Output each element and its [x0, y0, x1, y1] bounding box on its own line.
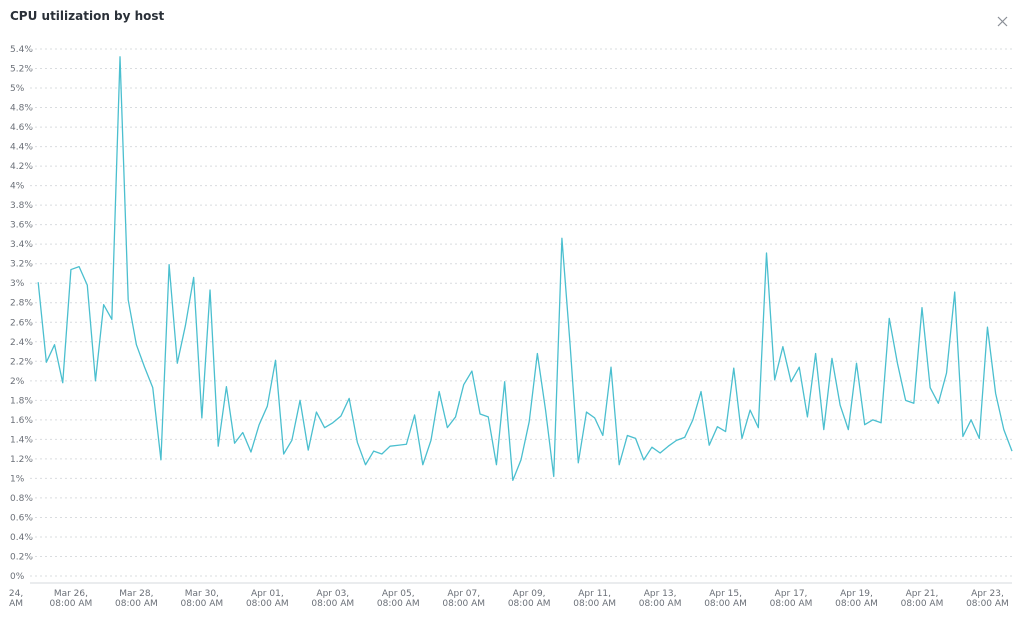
y-tick-label: 0.6% — [10, 513, 33, 523]
x-tick-label: Apr 13, 08:00 AM — [639, 589, 682, 609]
x-tick-label-line: Mar 26, — [54, 589, 88, 599]
x-tick-label: Mar 26, 08:00 AM — [50, 589, 93, 609]
x-tick-label-line: Apr 19, — [840, 589, 873, 599]
close-icon — [997, 16, 1008, 27]
x-tick-label-line: Apr 17, — [775, 589, 808, 599]
x-tick-label-line: 08:00 AM — [639, 599, 682, 609]
x-tick-label: Mar 28, 08:00 AM — [115, 589, 158, 609]
x-tick-label-line: Apr 01, — [251, 589, 284, 599]
x-tick-label-line: 08:00 AM — [704, 599, 747, 609]
y-tick-label: 0% — [10, 572, 25, 582]
x-tick-label: Apr 09, 08:00 AM — [508, 589, 551, 609]
x-tick-label-line: Apr 15, — [709, 589, 742, 599]
x-tick-label-line: 08:00 AM — [377, 599, 420, 609]
y-tick-label: 5.2% — [10, 65, 33, 75]
x-tick-label: Apr 11, 08:00 AM — [573, 589, 616, 609]
y-tick-label: 2.4% — [10, 338, 33, 348]
y-tick-label: 4.2% — [10, 162, 33, 172]
x-tick-label-line: Apr 13, — [644, 589, 677, 599]
x-tick-label-line: 08:00 AM — [835, 599, 878, 609]
x-tick-label: Apr 01, 08:00 AM — [246, 589, 289, 609]
close-button[interactable] — [997, 16, 1008, 27]
x-tick-label-line: Apr 07, — [447, 589, 480, 599]
x-tick-label-line: Apr 21, — [906, 589, 939, 599]
y-tick-label: 1.8% — [10, 396, 33, 406]
y-tick-label: 4.8% — [10, 104, 33, 114]
x-tick-label-line: Apr 09, — [513, 589, 546, 599]
cpu-line — [37, 56, 1013, 482]
chart-title: CPU utilization by host — [10, 9, 165, 23]
x-tick-label-line: 24, — [9, 589, 23, 599]
x-tick-label-line: Mar 28, — [119, 589, 153, 599]
x-tick-label-line: 08:00 AM — [508, 599, 551, 609]
x-tick-label-line: Apr 23, — [971, 589, 1004, 599]
y-tick-label: 0.2% — [10, 552, 33, 562]
x-tick-label-line: AM — [9, 599, 23, 609]
x-tick-label: Apr 05, 08:00 AM — [377, 589, 420, 609]
x-tick-label: Apr 19, 08:00 AM — [835, 589, 878, 609]
y-tick-label: 1.4% — [10, 435, 33, 445]
x-tick-label-line: 08:00 AM — [115, 599, 158, 609]
x-tick-label-line: Mar 30, — [185, 589, 219, 599]
y-tick-label: 4.6% — [10, 123, 33, 133]
y-tick-label: 5% — [10, 84, 25, 94]
x-tick-label-line: Apr 11, — [578, 589, 611, 599]
x-tick-label-line: 08:00 AM — [573, 599, 616, 609]
y-tick-label: 0.8% — [10, 494, 33, 504]
x-tick-label: Apr 21, 08:00 AM — [901, 589, 944, 609]
x-tick-label-line: 08:00 AM — [442, 599, 485, 609]
y-tick-label: 2% — [10, 377, 25, 387]
y-tick-label: 0.4% — [10, 533, 33, 543]
y-tick-label: 3.2% — [10, 260, 33, 270]
y-tick-label: 1.2% — [10, 455, 33, 465]
x-tick-label-line: 08:00 AM — [246, 599, 289, 609]
y-tick-label: 5.4% — [10, 45, 33, 55]
y-tick-label: 2.8% — [10, 299, 33, 309]
x-tick-label: Apr 03, 08:00 AM — [311, 589, 354, 609]
y-tick-label: 3.6% — [10, 221, 33, 231]
y-tick-label: 2.2% — [10, 357, 33, 367]
y-tick-label: 4.4% — [10, 143, 33, 153]
x-tick-label-line: Apr 03, — [316, 589, 349, 599]
y-tick-label: 4% — [10, 182, 25, 192]
x-tick-label-line: 08:00 AM — [966, 599, 1009, 609]
y-tick-label: 2.6% — [10, 318, 33, 328]
x-tick-label-line: Apr 05, — [382, 589, 415, 599]
y-tick-label: 1% — [10, 474, 25, 484]
x-tick-label: Mar 30, 08:00 AM — [180, 589, 223, 609]
x-tick-label-line: 08:00 AM — [311, 599, 354, 609]
y-tick-label: 1.6% — [10, 416, 33, 426]
x-tick-label: 24, AM — [9, 589, 23, 609]
x-tick-label-line: 08:00 AM — [180, 599, 223, 609]
y-tick-label: 3.4% — [10, 240, 33, 250]
x-tick-label-line: 08:00 AM — [50, 599, 93, 609]
x-tick-label-line: 08:00 AM — [901, 599, 944, 609]
y-tick-label: 3.8% — [10, 201, 33, 211]
x-tick-label: Apr 17, 08:00 AM — [770, 589, 813, 609]
y-tick-label: 3% — [10, 279, 25, 289]
x-tick-label: Apr 15, 08:00 AM — [704, 589, 747, 609]
x-tick-label: Apr 23, 08:00 AM — [966, 589, 1009, 609]
x-tick-label: Apr 07, 08:00 AM — [442, 589, 485, 609]
x-tick-label-line: 08:00 AM — [770, 599, 813, 609]
